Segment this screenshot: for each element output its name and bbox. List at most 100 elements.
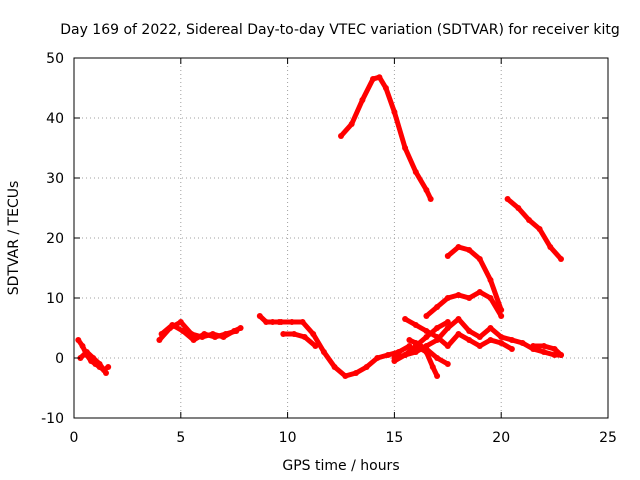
data-point — [423, 346, 430, 352]
data-point — [434, 325, 441, 331]
y-tick-label: 30 — [46, 171, 64, 187]
data-point — [201, 331, 208, 337]
data-point — [363, 364, 370, 370]
data-point — [434, 355, 441, 361]
data-point — [83, 349, 90, 355]
data-point — [402, 352, 409, 358]
x-tick-label: 5 — [176, 430, 185, 446]
data-point — [498, 313, 505, 319]
data-point — [320, 349, 327, 355]
data-point — [423, 334, 430, 340]
data-point — [103, 370, 109, 376]
data-point — [90, 355, 97, 361]
x-tick-label: 25 — [599, 430, 617, 446]
axis-ticks: -10 0 10 20 30 40 50 0 5 10 15 20 25 — [41, 51, 617, 446]
data-point — [429, 364, 436, 370]
data-point — [288, 319, 295, 325]
y-tick-label: 20 — [46, 231, 64, 247]
x-tick-label: 0 — [70, 430, 79, 446]
series-track-6 — [278, 319, 412, 379]
data-point — [269, 319, 276, 325]
series-track-12 — [413, 319, 451, 349]
data-point — [444, 361, 451, 367]
series-track-8 — [338, 74, 434, 202]
data-point — [526, 217, 532, 223]
x-tick-label: 15 — [385, 430, 403, 446]
data-point — [402, 316, 409, 322]
data-point — [348, 121, 355, 127]
data-point — [278, 319, 285, 325]
data-point — [558, 352, 564, 358]
data-point — [376, 74, 383, 81]
data-point — [79, 343, 86, 349]
data-point — [434, 334, 441, 340]
data-point — [412, 169, 419, 175]
data-point — [105, 364, 112, 370]
data-point — [77, 355, 84, 361]
data-point — [359, 97, 366, 103]
data-point — [434, 373, 441, 379]
data-point — [444, 319, 451, 325]
data-point — [455, 316, 462, 322]
data-point — [412, 322, 419, 328]
data-point — [444, 343, 451, 349]
data-point — [515, 205, 522, 211]
data-point — [169, 322, 176, 328]
data-point — [158, 331, 165, 337]
chart-title: Day 169 of 2022, Sidereal Day-to-day VTE… — [60, 22, 620, 38]
y-tick-label: 50 — [46, 51, 64, 67]
data-point — [338, 133, 344, 139]
data-point — [75, 337, 82, 343]
data-point — [212, 334, 218, 340]
y-tick-label: 40 — [46, 111, 64, 127]
data-series — [75, 74, 564, 379]
data-point — [444, 295, 451, 301]
data-point — [301, 334, 308, 340]
data-point — [222, 331, 229, 337]
y-tick-label: 0 — [55, 351, 64, 367]
data-point — [423, 313, 430, 319]
series-track-17 — [530, 343, 564, 358]
data-point — [291, 331, 297, 337]
data-point — [466, 328, 473, 334]
data-point — [466, 337, 473, 343]
data-point — [370, 76, 376, 82]
data-point — [190, 337, 197, 343]
data-point — [342, 373, 349, 379]
data-point — [310, 331, 317, 337]
data-point — [385, 352, 391, 358]
data-point — [382, 85, 389, 91]
data-point — [504, 196, 511, 202]
data-point — [498, 340, 505, 346]
data-point — [487, 295, 494, 301]
data-point — [402, 145, 409, 151]
data-point — [312, 343, 319, 349]
data-point — [177, 319, 184, 325]
series-track-7 — [280, 331, 318, 349]
data-point — [412, 340, 419, 346]
data-point — [179, 328, 186, 334]
data-point — [423, 187, 430, 193]
grid — [74, 58, 608, 418]
data-point — [476, 256, 483, 262]
data-point — [455, 331, 462, 337]
data-point — [466, 295, 473, 301]
data-point — [263, 319, 270, 325]
y-tick-label: 10 — [46, 291, 64, 307]
data-point — [455, 244, 462, 250]
data-point — [498, 307, 505, 313]
data-point — [237, 325, 244, 331]
data-point — [476, 289, 483, 295]
data-point — [256, 313, 263, 319]
y-axis-label: SDTVAR / TECUs — [6, 181, 22, 296]
data-point — [331, 364, 338, 370]
data-point — [444, 253, 451, 259]
data-point — [374, 355, 381, 361]
data-point — [466, 247, 473, 253]
data-point — [540, 349, 547, 355]
data-point — [508, 346, 515, 352]
data-point — [540, 343, 547, 349]
data-point — [455, 292, 462, 298]
data-point — [391, 358, 398, 364]
data-point — [530, 343, 537, 349]
